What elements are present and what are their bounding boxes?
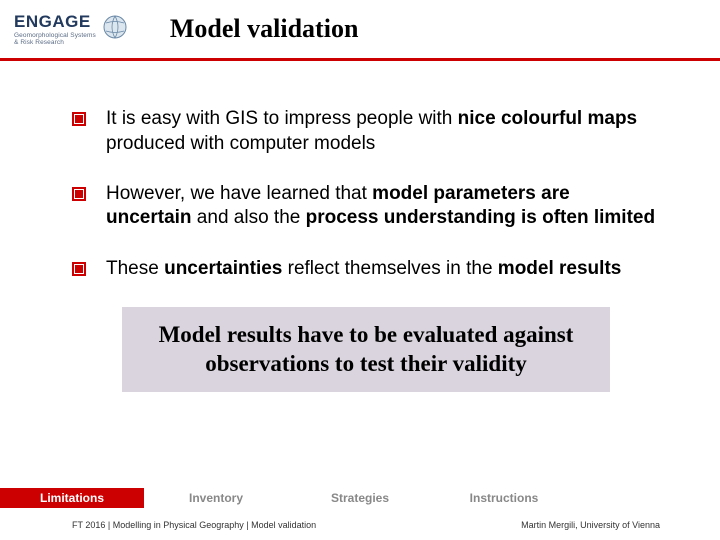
logo-subtitle-2: & Risk Research (14, 39, 96, 46)
footer-left: FT 2016 | Modelling in Physical Geograph… (72, 520, 316, 530)
tab-strategies[interactable]: Strategies (288, 488, 432, 508)
logo-primary: ENGAGE (14, 12, 96, 32)
slide-header: ENGAGE Geomorphological Systems & Risk R… (0, 0, 720, 52)
bullet-text: These uncertainties reflect themselves i… (106, 257, 621, 281)
bullet-list: It is easy with GIS to impress people wi… (72, 107, 660, 281)
tab-instructions[interactable]: Instructions (432, 488, 576, 508)
bullet-text: However, we have learned that model para… (106, 182, 660, 231)
tab-inventory[interactable]: Inventory (144, 488, 288, 508)
footer: FT 2016 | Modelling in Physical Geograph… (0, 520, 720, 530)
globe-icon (102, 14, 128, 45)
logo-block: ENGAGE Geomorphological Systems & Risk R… (14, 12, 128, 46)
tab-empty (576, 488, 720, 508)
bullet-item: These uncertainties reflect themselves i… (72, 257, 660, 281)
highlight-box: Model results have to be evaluated again… (122, 307, 610, 393)
slide: ENGAGE Geomorphological Systems & Risk R… (0, 0, 720, 540)
bullet-item: However, we have learned that model para… (72, 182, 660, 231)
highlight-text: Model results have to be evaluated again… (148, 321, 584, 379)
logo-text-block: ENGAGE Geomorphological Systems & Risk R… (14, 12, 96, 46)
footer-right: Martin Mergili, University of Vienna (521, 520, 660, 530)
bullet-item: It is easy with GIS to impress people wi… (72, 107, 660, 156)
bullet-text: It is easy with GIS to impress people wi… (106, 107, 660, 156)
tab-limitations[interactable]: Limitations (0, 488, 144, 508)
slide-title: Model validation (170, 14, 359, 44)
bullet-marker-icon (72, 187, 90, 201)
content-area: It is easy with GIS to impress people wi… (0, 61, 720, 392)
tab-strip: LimitationsInventoryStrategiesInstructio… (0, 488, 720, 508)
bullet-marker-icon (72, 262, 90, 276)
logo-subtitle-1: Geomorphological Systems (14, 32, 96, 39)
bullet-marker-icon (72, 112, 90, 126)
